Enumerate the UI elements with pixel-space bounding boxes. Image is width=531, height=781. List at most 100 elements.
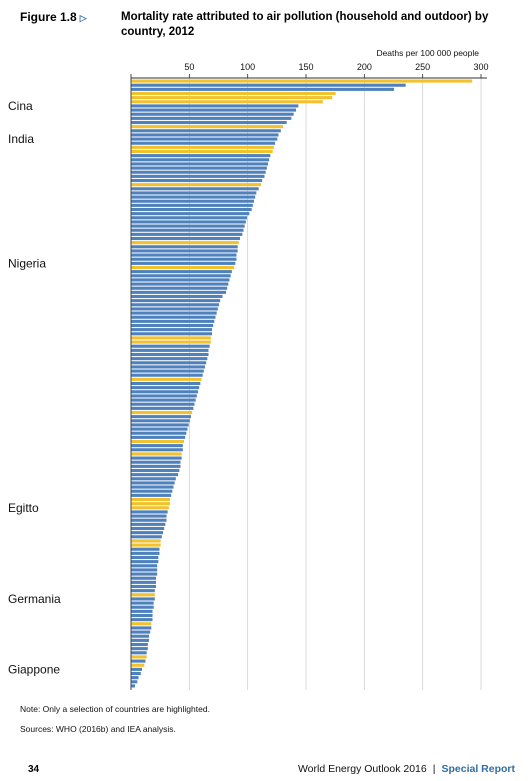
bar — [131, 448, 183, 452]
bar — [131, 299, 221, 303]
bar-highlighted — [131, 593, 155, 597]
bar — [131, 158, 270, 162]
bar-chart: Deaths per 100 000 people 50 100 150 200 250 3… — [8, 48, 489, 690]
bar — [131, 435, 186, 439]
footer-report: Special Report — [441, 763, 515, 775]
bar — [131, 605, 154, 609]
bar — [131, 676, 139, 680]
country-label: Nigeria — [8, 256, 46, 270]
bar-highlighted — [131, 452, 182, 456]
bar — [131, 477, 176, 481]
country-label: Cina — [8, 99, 33, 113]
bar — [131, 191, 257, 195]
bar — [131, 464, 181, 468]
country-label: Egitto — [8, 501, 39, 515]
bar — [131, 510, 168, 514]
bar — [131, 551, 160, 555]
bar — [131, 220, 246, 224]
bar-highlighted — [131, 91, 336, 96]
bar — [131, 112, 294, 116]
bar — [131, 638, 149, 642]
bar — [131, 249, 238, 253]
bar — [131, 207, 252, 212]
bar — [131, 381, 201, 386]
bar — [131, 671, 141, 676]
bar-highlighted — [131, 543, 161, 547]
bar — [131, 245, 238, 249]
bar — [131, 282, 229, 286]
bar-highlighted — [131, 663, 145, 667]
bar — [131, 129, 281, 133]
bar — [131, 584, 156, 589]
bar — [131, 178, 263, 183]
bar — [131, 419, 190, 423]
bar — [131, 518, 167, 522]
bar — [131, 576, 156, 580]
bar — [131, 514, 167, 518]
bar — [131, 634, 149, 638]
chart-sources: Sources: WHO (2016b) and IEA analysis. — [20, 724, 176, 734]
bar — [131, 456, 182, 460]
axis-unit-label: Deaths per 100 000 people — [376, 48, 479, 58]
bar — [131, 647, 148, 651]
bar-highlighted — [131, 502, 170, 506]
bar — [131, 613, 153, 618]
bar — [131, 87, 395, 91]
bar — [131, 104, 299, 108]
country-label: Giappone — [8, 662, 60, 676]
bar — [131, 108, 296, 112]
bar — [131, 170, 266, 174]
tick-label: 250 — [415, 62, 430, 72]
figure-label: Figure 1.8 ▷ — [20, 10, 87, 24]
bar — [131, 386, 200, 390]
bar — [131, 195, 256, 199]
bar — [131, 137, 278, 141]
bar — [131, 415, 191, 419]
bar-highlighted — [131, 340, 211, 344]
bar — [131, 680, 138, 684]
bar — [131, 390, 198, 394]
bar — [131, 618, 153, 622]
bar — [131, 406, 194, 410]
bar — [131, 133, 279, 137]
bar — [131, 468, 180, 473]
bar — [131, 232, 243, 236]
footer-publication: World Energy Outlook 2016 — [297, 763, 427, 775]
bar — [131, 535, 162, 539]
bar — [131, 257, 237, 261]
bar — [131, 684, 135, 688]
bar — [131, 357, 208, 361]
bar — [131, 174, 265, 178]
tick-label: 100 — [240, 62, 255, 72]
bar-highlighted — [131, 183, 261, 187]
bar — [131, 253, 237, 257]
bar — [131, 651, 147, 655]
bar — [131, 560, 159, 564]
chart-note: Note: Only a selection of countries are … — [20, 704, 210, 714]
bar — [131, 402, 195, 406]
bar — [131, 597, 155, 601]
bar-highlighted — [131, 377, 202, 381]
figure-number: Figure 1.8 — [20, 10, 77, 24]
bar — [131, 116, 292, 120]
bar — [131, 352, 209, 357]
bar-highlighted — [131, 497, 170, 502]
figure-marker-icon: ▷ — [79, 13, 87, 23]
bar — [131, 199, 254, 203]
bar — [131, 311, 217, 315]
bar — [131, 580, 156, 584]
bar — [131, 427, 188, 431]
bar — [131, 286, 228, 290]
bar — [131, 270, 232, 274]
bar — [131, 83, 406, 87]
bar — [131, 369, 204, 373]
bar — [131, 274, 231, 278]
bar — [131, 373, 203, 377]
bar-highlighted — [131, 336, 211, 340]
bar — [131, 162, 268, 166]
bar — [131, 319, 215, 323]
bar — [131, 212, 250, 216]
bar — [131, 531, 163, 535]
bar — [131, 315, 216, 319]
bar — [131, 485, 174, 489]
